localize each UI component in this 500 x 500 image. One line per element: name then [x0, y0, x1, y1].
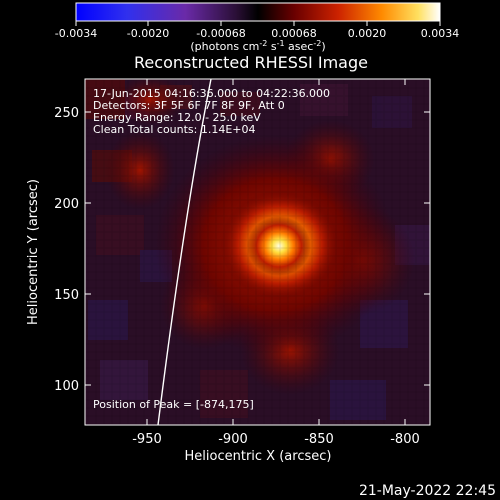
y-axis-label: Heliocentric Y (arcsec): [26, 179, 41, 325]
colorbar-tick-label: -0.0034: [55, 27, 97, 40]
info-peak-position: Position of Peak = [-874,175]: [93, 398, 254, 411]
x-axis: [146, 79, 406, 425]
colorbar-tick-label: 0.00068: [271, 27, 317, 40]
colorbar-gradient: [75, 2, 441, 22]
x-tick-label: -900: [218, 432, 248, 447]
info-energy-range: Energy Range: 12.0 - 25.0 keV: [93, 111, 261, 124]
colorbar-tick-label: 0.0034: [421, 27, 460, 40]
colorbar-units: (photons cm-2 s-1 asec-2): [190, 39, 325, 53]
colorbar-tick-label: -0.00068: [196, 27, 245, 40]
x-axis-label: Heliocentric X (arcsec): [185, 449, 332, 464]
y-tick-label: 150: [54, 288, 79, 303]
info-time-range: 17-Jun-2015 04:16:36.000 to 04:22:36.000: [93, 87, 330, 100]
x-tick-label: -800: [390, 432, 420, 447]
y-tick-label: 250: [54, 106, 79, 121]
x-tick-label: -950: [132, 432, 162, 447]
colorbar: -0.0034 -0.0020 -0.00068 0.00068 0.0020 …: [55, 2, 460, 53]
colorbar-tick-marks: [75, 21, 441, 26]
xray-image: [85, 79, 430, 425]
info-clean-counts: Clean Total counts: 1.14E+04: [93, 123, 256, 136]
info-overlay: 17-Jun-2015 04:16:36.000 to 04:22:36.000…: [93, 87, 330, 411]
y-tick-label: 100: [54, 379, 79, 394]
colorbar-tick-label: 0.0020: [348, 27, 387, 40]
x-tick-label: -850: [304, 432, 334, 447]
pixel-grid: [85, 79, 430, 425]
colorbar-tick-label: -0.0020: [127, 27, 169, 40]
info-detectors: Detectors: 3F 5F 6F 7F 8F 9F, Att 0: [93, 99, 285, 112]
y-tick-label: 200: [54, 197, 79, 212]
y-axis: [85, 111, 430, 386]
solar-limb-curve: [157, 79, 212, 425]
plot-frame: [84, 78, 431, 426]
render-timestamp: 21-May-2022 22:45: [359, 483, 496, 499]
plot-title: Reconstructed RHESSI Image: [134, 53, 368, 72]
